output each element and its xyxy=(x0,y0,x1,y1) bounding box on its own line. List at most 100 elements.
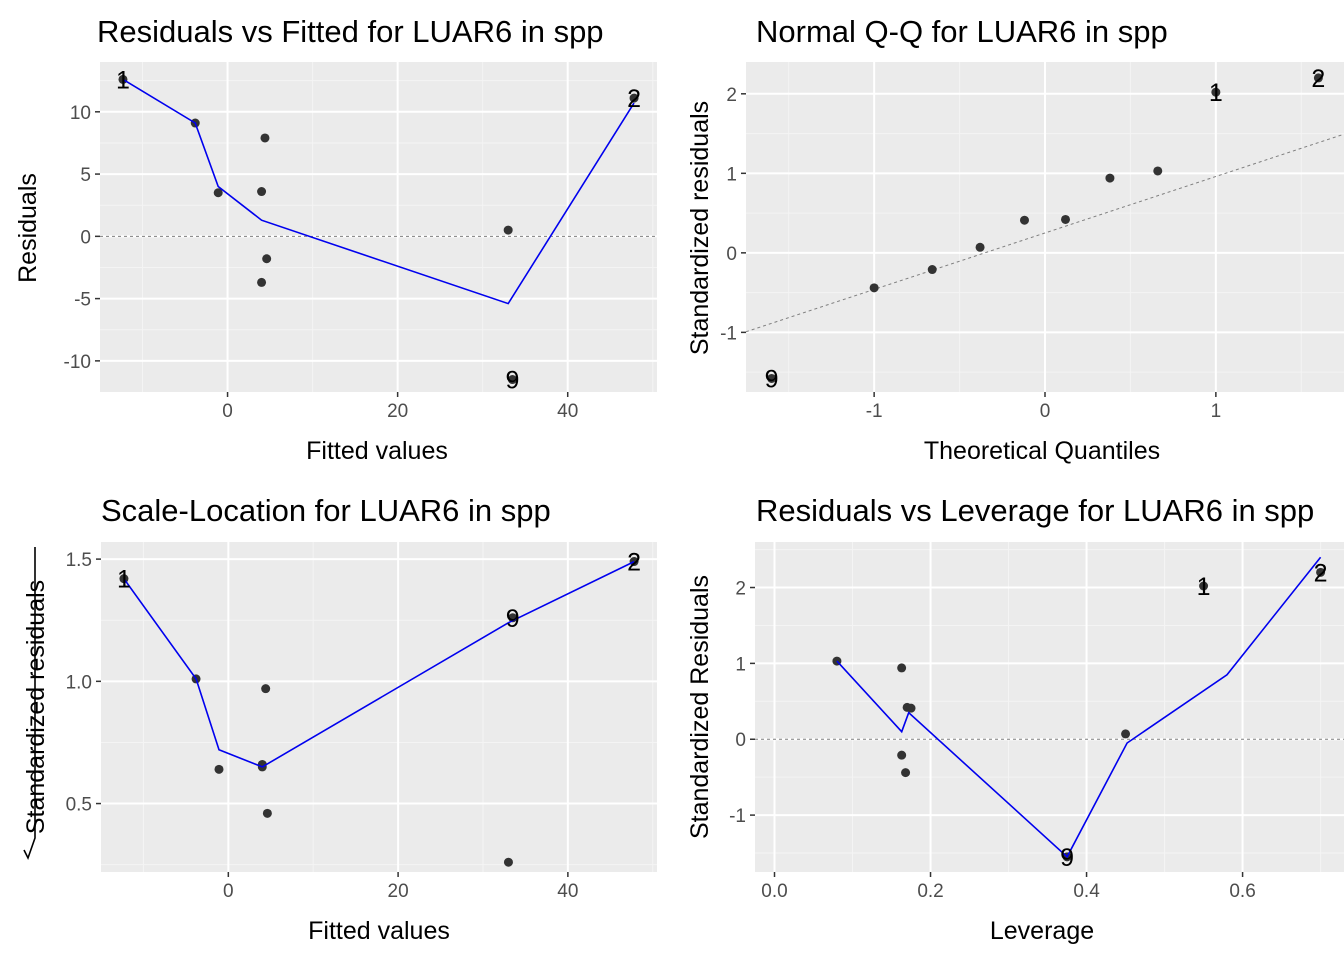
x-tick-label: 0.2 xyxy=(917,881,943,902)
plot-title: Normal Q-Q for LUAR6 in spp xyxy=(756,14,1168,49)
data-point xyxy=(869,283,879,293)
x-axis-label: Theoretical Quantiles xyxy=(924,437,1160,465)
point-label: 2 xyxy=(627,549,641,577)
y-tick-label: 0 xyxy=(726,244,737,265)
data-point xyxy=(503,225,513,235)
plot-title: Residuals vs Fitted for LUAR6 in spp xyxy=(97,14,604,49)
plot-rvl: 1 2 9 0.0 0.2 0.4 0.6 -1 0 1 2 Residuals vs Leverag… xyxy=(686,493,1344,945)
y-tick-label: -1 xyxy=(729,806,746,827)
gridlines xyxy=(746,62,1344,392)
point-label: 1 xyxy=(116,66,130,94)
x-axis-label: Fitted values xyxy=(308,917,450,945)
x-tick-label: 0.6 xyxy=(1229,881,1255,902)
data-point xyxy=(257,277,267,287)
data-point xyxy=(975,242,985,252)
y-tick-label: 1 xyxy=(735,654,746,675)
data-point xyxy=(503,857,513,867)
plot-area xyxy=(755,556,1344,862)
y-tick-label: 2 xyxy=(726,85,737,106)
data-point xyxy=(261,684,271,694)
data-point xyxy=(1211,87,1221,97)
y-axis-label: Standardized residuals xyxy=(686,101,714,355)
data-point xyxy=(262,254,272,264)
y-tick-label: -5 xyxy=(74,290,91,311)
plot-rvf: 1 2 9 0 20 40 -10 -5 0 5 10 Residuals vs Fitted for… xyxy=(14,14,657,465)
point-label: 9 xyxy=(505,367,519,395)
x-tick-label: -1 xyxy=(866,401,883,422)
data-point xyxy=(1061,214,1071,224)
y-tick-label: -1 xyxy=(720,323,737,344)
x-tick-label: 40 xyxy=(557,401,578,422)
data-point xyxy=(927,265,937,275)
data-point xyxy=(260,133,270,143)
y-tick-label: 1 xyxy=(726,164,737,185)
x-tick-label: 0 xyxy=(223,881,234,902)
y-tick-label: 1.0 xyxy=(66,672,92,693)
data-point xyxy=(901,768,911,778)
y-tick-label: -10 xyxy=(64,352,91,373)
gridlines xyxy=(101,542,657,872)
smooth-line xyxy=(836,556,1322,859)
point-label: 2 xyxy=(1311,65,1325,93)
data-point xyxy=(1105,173,1115,183)
y-tick-label: 0.5 xyxy=(66,795,92,816)
data-point xyxy=(629,557,639,567)
x-tick-label: 0.0 xyxy=(761,881,787,902)
data-point xyxy=(1313,73,1323,83)
y-tick-label: 0 xyxy=(80,227,91,248)
point-label: 9 xyxy=(506,605,520,633)
y-tick-label: 1.5 xyxy=(66,550,92,571)
panel-background xyxy=(100,62,657,392)
x-axis-label: Fitted values xyxy=(306,437,448,465)
y-axis-label: Standardized residuals xyxy=(22,580,50,834)
gridlines xyxy=(755,542,1344,872)
data-point xyxy=(213,188,223,198)
data-point xyxy=(214,764,224,774)
panel-background xyxy=(755,542,1344,872)
y-axis-label: Residuals xyxy=(14,173,42,283)
plot-area xyxy=(119,557,639,867)
plot-title: Scale-Location for LUAR6 in spp xyxy=(101,493,551,528)
x-tick-label: 0 xyxy=(1040,401,1051,422)
point-label: 9 xyxy=(1060,844,1074,872)
y-tick-label: 2 xyxy=(735,579,746,600)
x-tick-label: 20 xyxy=(387,401,408,422)
plot-sl: 1 2 9 0 20 40 0.5 1.0 1.5 Scale-Location for LUAR… xyxy=(22,493,657,945)
x-tick-label: 0.4 xyxy=(1073,881,1100,902)
data-point xyxy=(897,750,907,760)
x-tick-label: 1 xyxy=(1211,401,1222,422)
y-axis-label: Standardized Residuals xyxy=(686,575,714,839)
data-point xyxy=(1316,567,1326,577)
plot-area xyxy=(100,74,657,385)
plot-area xyxy=(746,73,1344,383)
plot-qq: 1 2 9 -1 0 1 -1 0 1 2 Normal Q-Q for LUAR6 in spp T… xyxy=(686,14,1344,465)
x-axis-label: Leverage xyxy=(990,917,1094,945)
data-point xyxy=(906,703,916,713)
point-label: 9 xyxy=(765,365,779,393)
y-tick-label: 5 xyxy=(80,165,91,186)
smooth-line xyxy=(123,560,635,768)
point-label: 1 xyxy=(1197,573,1211,601)
y-tick-label: 0 xyxy=(735,730,746,751)
data-point xyxy=(257,187,267,197)
x-tick-label: 20 xyxy=(388,881,409,902)
point-label: 2 xyxy=(1314,559,1328,587)
point-label: 2 xyxy=(627,85,641,113)
data-point xyxy=(1199,581,1209,591)
x-tick-label: 0 xyxy=(222,401,233,422)
data-point xyxy=(629,93,639,103)
data-point xyxy=(507,375,517,385)
smooth-line xyxy=(122,78,635,305)
data-point xyxy=(1121,729,1131,739)
qq-reference-line xyxy=(746,133,1344,333)
y-tick-label: 10 xyxy=(70,103,91,124)
data-point xyxy=(767,373,777,383)
x-tick-label: 40 xyxy=(557,881,578,902)
point-label: 1 xyxy=(117,566,131,594)
data-point xyxy=(262,808,272,818)
point-label: 1 xyxy=(1209,79,1223,107)
data-point xyxy=(1019,215,1029,225)
data-point xyxy=(897,663,907,673)
plot-title: Residuals vs Leverage for LUAR6 in spp xyxy=(756,493,1314,528)
